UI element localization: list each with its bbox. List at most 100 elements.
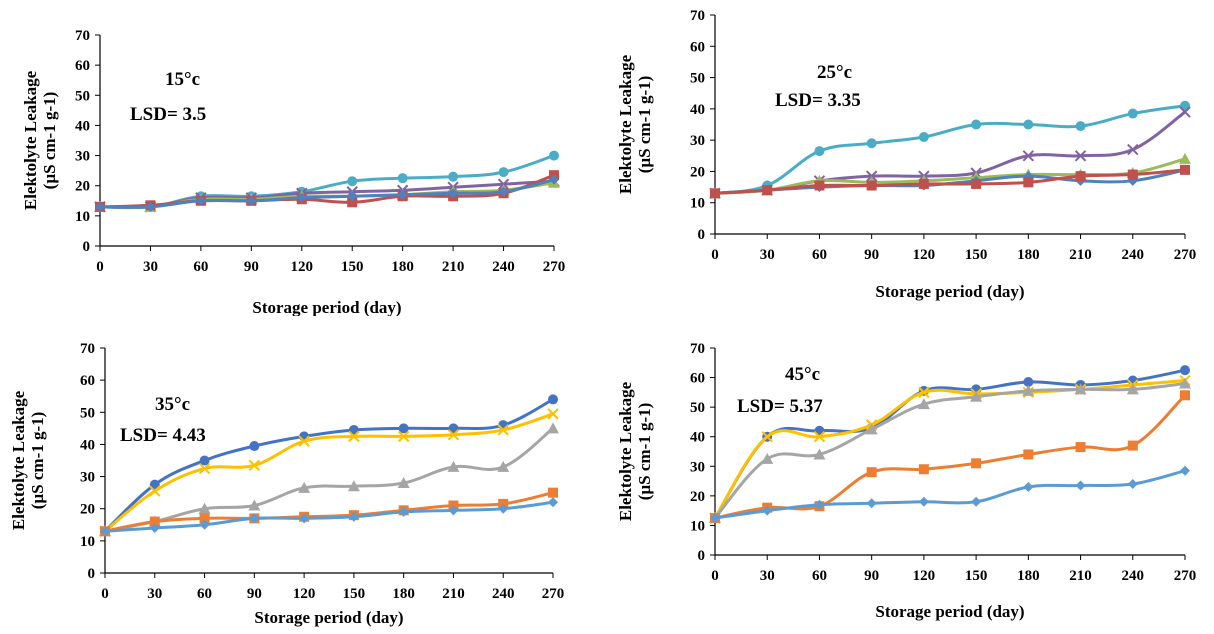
data-point [814, 146, 825, 157]
data-point [710, 188, 720, 199]
data-point [1074, 383, 1087, 395]
data-point [971, 496, 982, 507]
series-line [104, 500, 554, 533]
data-point [397, 430, 410, 443]
data-point [548, 487, 558, 498]
data-point [1127, 440, 1138, 451]
series-line [714, 469, 1186, 520]
y-axis-label-line: (µS cm-1 g-1) [635, 76, 654, 174]
y-tick-label: 50 [80, 405, 95, 421]
data-point [1023, 449, 1034, 460]
y-tick-label: 50 [690, 400, 705, 416]
x-tick-label: 180 [391, 259, 414, 275]
lsd-annotation: LSD= 3.5 [130, 104, 206, 125]
y-tick-label: 60 [690, 371, 705, 387]
data-point [1022, 384, 1035, 396]
x-axis-label: Storage period (day) [254, 608, 403, 627]
data-point [1074, 150, 1087, 162]
axes: 0 10 20 30 40 50 60 70 0 30 60 90 120 150 180 210 240 270 [80, 341, 564, 602]
y-tick-label: 30 [690, 459, 705, 475]
chart-15c: 0 10 20 30 40 50 60 70 0 30 60 90 120 150 180 210 240 270… [21, 28, 565, 317]
x-tick-label: 0 [96, 259, 104, 275]
data-point [498, 167, 509, 178]
data-point [397, 173, 408, 184]
series-line [713, 381, 1186, 520]
x-tick-label: 240 [1122, 247, 1145, 263]
data-point [149, 485, 161, 497]
y-axis-label-line: Elektolyte Leakage [616, 381, 635, 521]
data-point [448, 171, 459, 182]
x-tick-label: 210 [1069, 247, 1092, 263]
data-point [762, 505, 773, 516]
series-line [713, 379, 1186, 519]
y-tick-label: 60 [75, 58, 90, 74]
data-point [1023, 377, 1034, 388]
data-point [1127, 169, 1138, 180]
x-tick-label: 90 [864, 568, 879, 584]
series-line [99, 178, 555, 209]
data-point [1023, 177, 1034, 188]
data-point [1180, 465, 1190, 476]
y-tick-label: 20 [80, 502, 95, 518]
lsd-annotation: LSD= 3.35 [775, 90, 861, 111]
chart-panel-15c: 0 10 20 30 40 50 60 70 0 30 60 90 120 150 180 210 240 270… [0, 0, 607, 317]
data-point [1127, 143, 1139, 156]
x-tick-label: 120 [913, 247, 936, 263]
data-point [971, 178, 982, 189]
x-axis-label: Storage period (day) [875, 602, 1024, 621]
data-point [761, 452, 774, 464]
y-tick-label: 30 [690, 133, 705, 149]
series-line [103, 398, 554, 533]
y-tick-label: 20 [75, 179, 90, 195]
data-point [866, 180, 877, 191]
data-point [1075, 442, 1086, 453]
x-tick-label: 0 [101, 586, 109, 602]
data-point [497, 178, 510, 190]
x-tick-label: 150 [343, 586, 366, 602]
series-diamond [710, 164, 1190, 199]
data-point [95, 201, 105, 212]
data-point [549, 150, 559, 161]
data-point [1075, 171, 1086, 182]
data-point [813, 448, 826, 460]
y-tick-label: 70 [75, 28, 90, 44]
data-point [249, 441, 260, 452]
x-tick-label: 90 [244, 259, 259, 275]
data-point [1075, 480, 1086, 491]
y-tick-label: 20 [690, 164, 705, 180]
y-tick-label: 70 [80, 341, 95, 357]
x-axis-label: Storage period (day) [252, 298, 401, 316]
chart-25c: 0 10 20 30 40 50 60 70 0 30 60 90 120 150 180 210 240 270… [616, 8, 1196, 301]
data-point [347, 480, 360, 492]
series-line [714, 168, 1186, 195]
y-tick-label: 60 [690, 39, 705, 55]
lsd-annotation: LSD= 4.43 [120, 425, 206, 446]
x-tick-label: 150 [965, 568, 988, 584]
data-point [149, 479, 160, 490]
data-point [498, 186, 509, 197]
axes: 0 10 20 30 40 50 60 70 0 30 60 90 120 150 180 210 240 270 [690, 341, 1196, 584]
data-point [498, 503, 509, 514]
data-point [1180, 390, 1190, 401]
data-point [547, 422, 559, 434]
data-point [866, 467, 877, 478]
y-tick-label: 0 [83, 239, 91, 255]
series-square [710, 164, 1190, 199]
chart-35c: 0 10 20 30 40 50 60 70 0 30 60 90 120 150 180 210 240 270… [9, 341, 564, 627]
data-point [447, 429, 460, 441]
y-tick-label: 30 [80, 470, 95, 486]
data-point [195, 195, 206, 206]
chart-45c: 0 10 20 30 40 50 60 70 0 30 60 90 120 150 180 210 240 270… [616, 341, 1196, 621]
x-tick-label: 210 [442, 259, 465, 275]
x-tick-label: 0 [711, 247, 719, 263]
data-point [347, 176, 358, 187]
series-square [100, 487, 558, 537]
axes: 0 10 20 30 40 50 60 70 0 30 60 90 120 150 180 210 240 270 [75, 28, 565, 275]
data-point [918, 132, 929, 143]
x-tick-label: 270 [543, 259, 566, 275]
y-axis-label-line: Elektolyte Leakage [9, 390, 28, 530]
temperature-annotation: 25°c [817, 62, 852, 83]
chart-panel-35c: 0 10 20 30 40 50 60 70 0 30 60 90 120 150 180 210 240 270… [0, 316, 607, 629]
x-tick-label: 120 [913, 568, 936, 584]
y-tick-label: 0 [698, 548, 706, 564]
